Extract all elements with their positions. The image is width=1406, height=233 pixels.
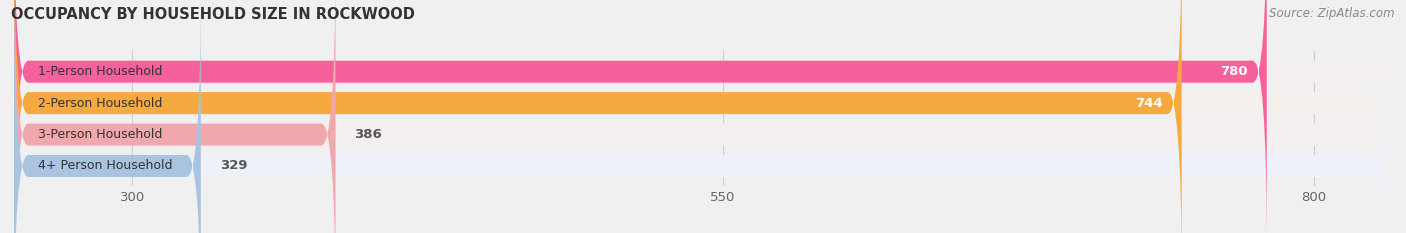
- Text: 386: 386: [354, 128, 382, 141]
- FancyBboxPatch shape: [14, 0, 1267, 233]
- FancyBboxPatch shape: [14, 0, 1385, 233]
- FancyBboxPatch shape: [14, 0, 201, 233]
- Text: Source: ZipAtlas.com: Source: ZipAtlas.com: [1270, 7, 1395, 20]
- Text: 744: 744: [1135, 97, 1163, 110]
- Text: OCCUPANCY BY HOUSEHOLD SIZE IN ROCKWOOD: OCCUPANCY BY HOUSEHOLD SIZE IN ROCKWOOD: [11, 7, 415, 22]
- Text: 1-Person Household: 1-Person Household: [38, 65, 162, 78]
- FancyBboxPatch shape: [14, 0, 1181, 233]
- Text: 3-Person Household: 3-Person Household: [38, 128, 162, 141]
- Text: 329: 329: [219, 159, 247, 172]
- FancyBboxPatch shape: [14, 0, 336, 233]
- Text: 4+ Person Household: 4+ Person Household: [38, 159, 172, 172]
- Text: 780: 780: [1220, 65, 1249, 78]
- FancyBboxPatch shape: [14, 0, 1385, 233]
- Text: 2-Person Household: 2-Person Household: [38, 97, 162, 110]
- FancyBboxPatch shape: [14, 0, 1385, 233]
- FancyBboxPatch shape: [14, 0, 1385, 233]
